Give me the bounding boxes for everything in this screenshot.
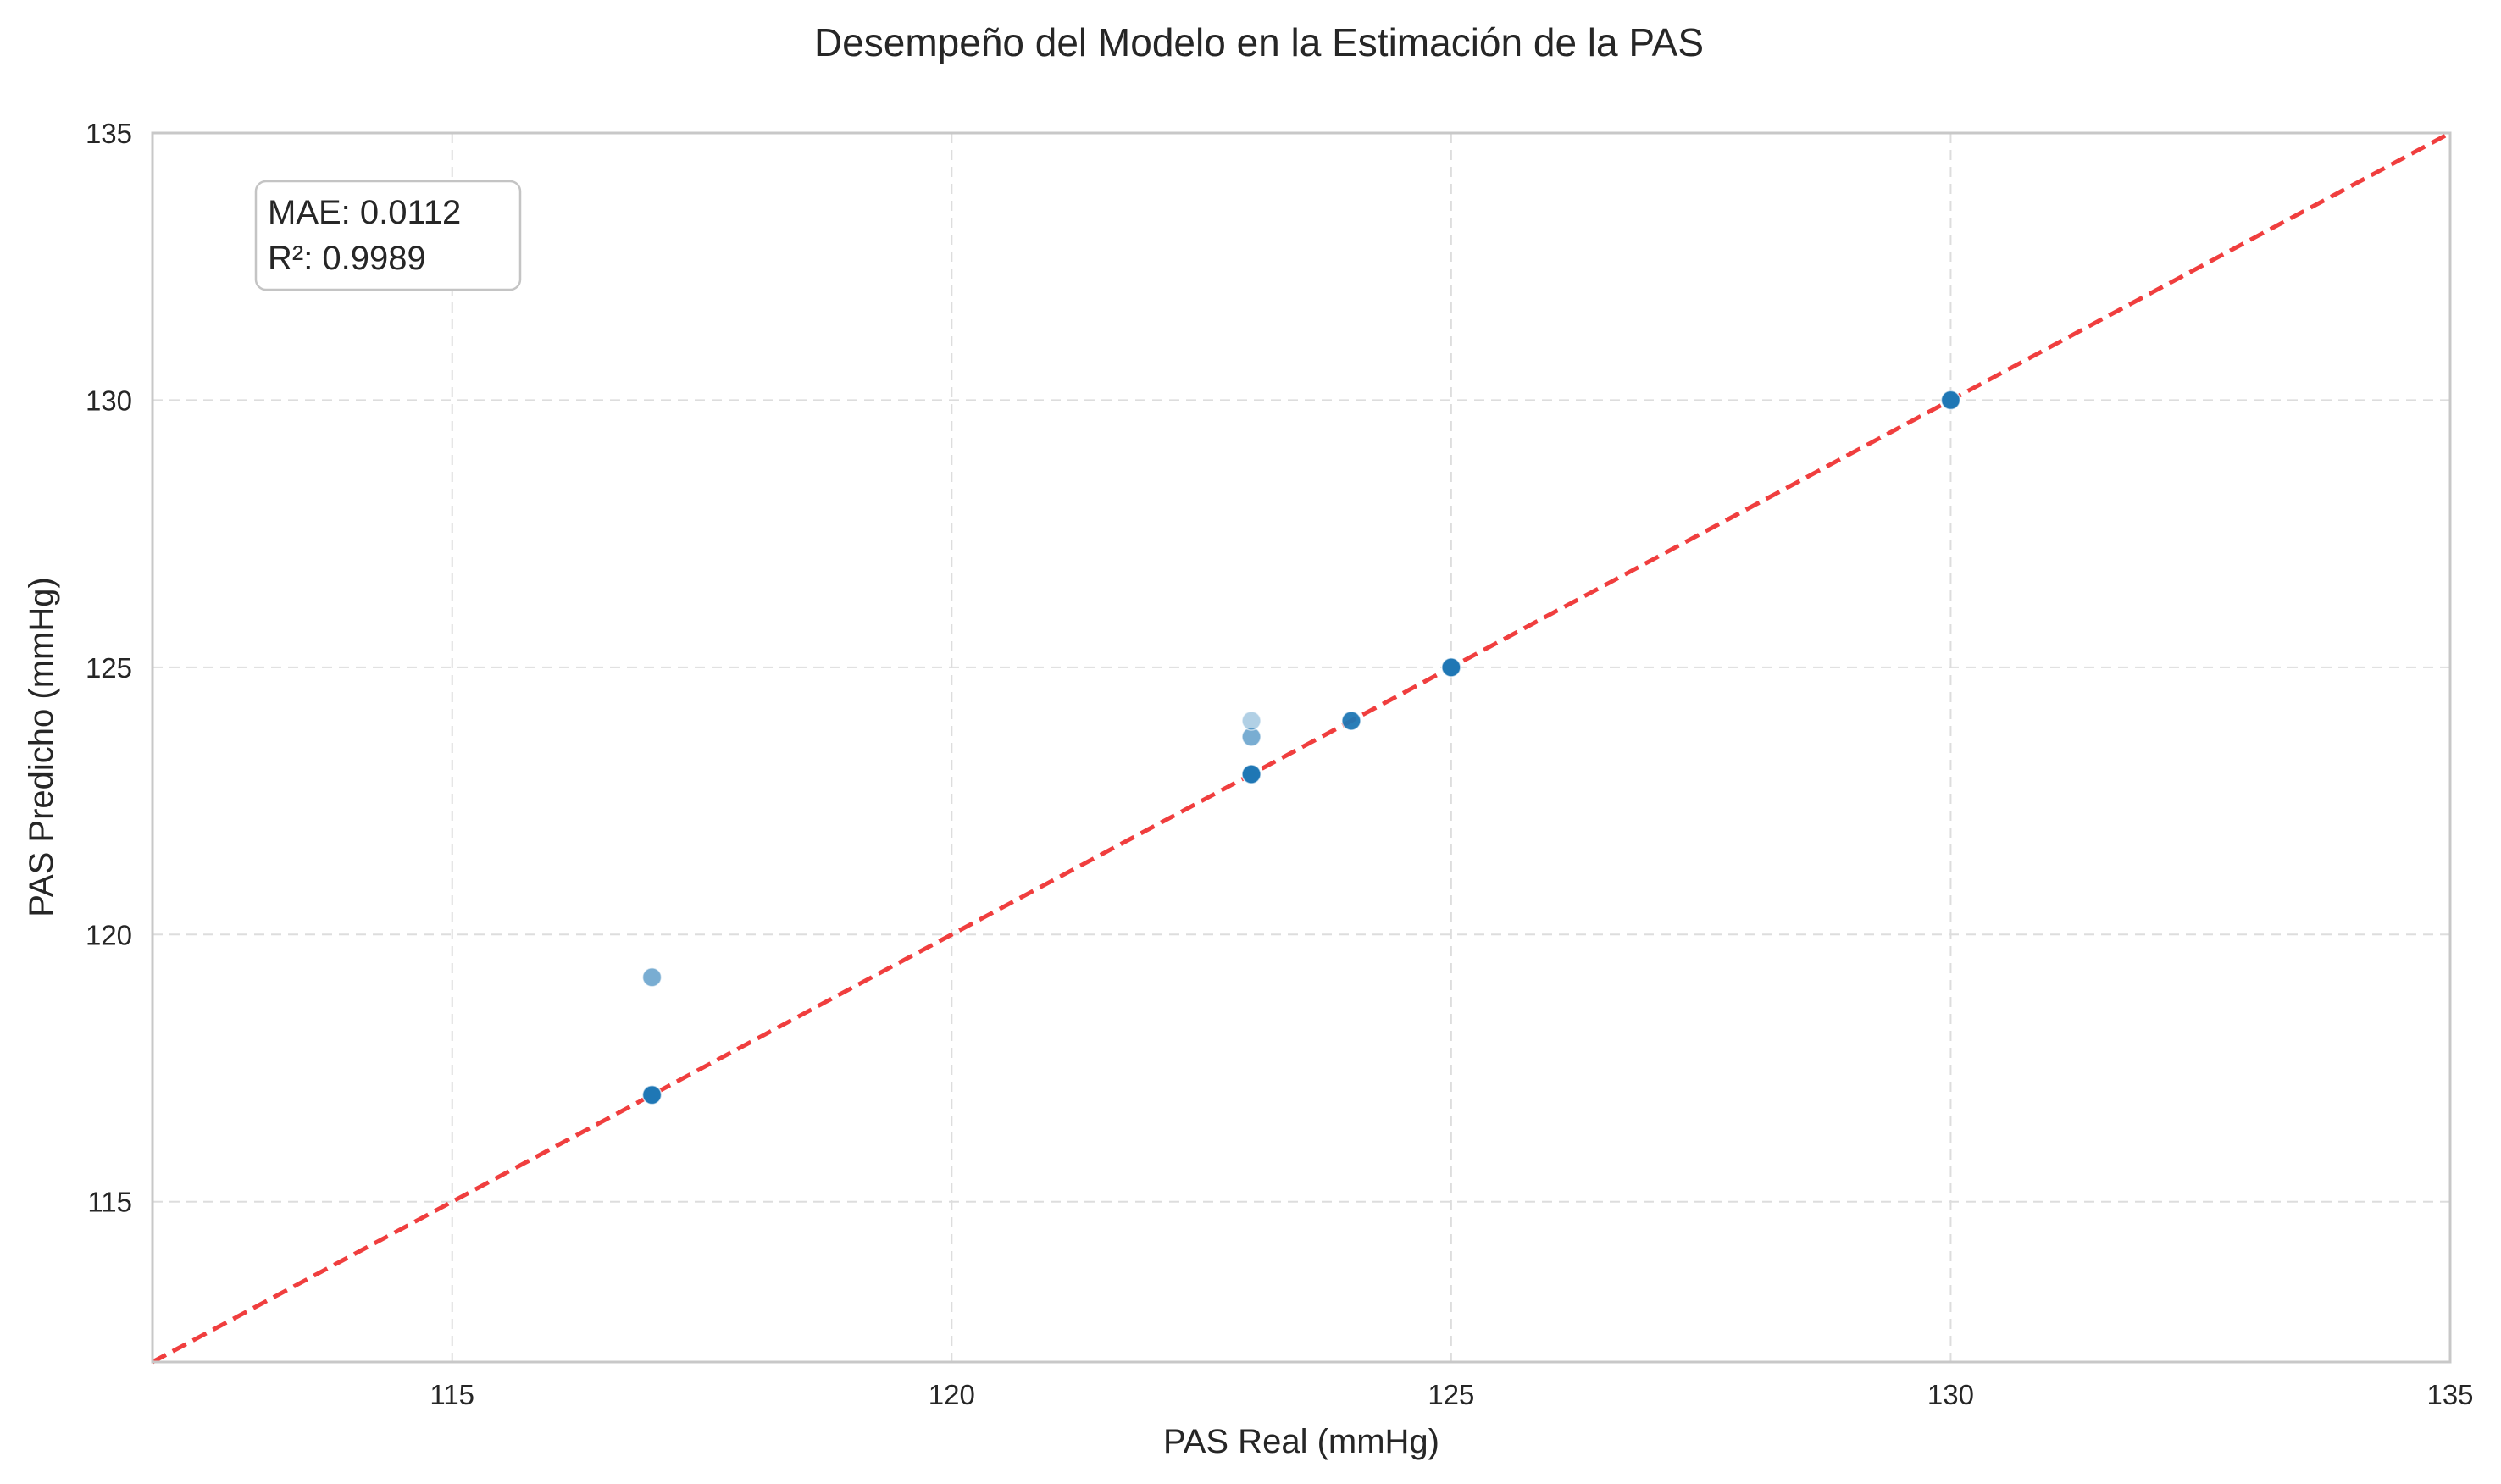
y-tick-label: 120: [86, 919, 132, 950]
data-point: [1341, 711, 1361, 731]
stats-box-frame: [254, 180, 522, 291]
x-tick-label: 120: [929, 1379, 975, 1410]
y-tick-label: 115: [87, 1187, 132, 1218]
x-tick-label: 115: [430, 1379, 474, 1410]
data-point: [1241, 764, 1262, 784]
stats-mae: MAE: 0.0112: [268, 194, 461, 231]
data-points: [641, 390, 1961, 1105]
reference-line-layer: [151, 130, 2452, 1365]
data-point: [1940, 390, 1961, 411]
reference-line: [151, 130, 2452, 1365]
stats-box: MAE: 0.0112 R²: 0.9989: [254, 180, 522, 291]
stats-r2: R²: 0.9989: [268, 240, 426, 277]
data-point: [1241, 711, 1262, 731]
data-point: [1441, 657, 1461, 678]
y-axis-label: PAS Predicho (mmHg): [23, 577, 60, 917]
x-tick-label: 135: [2426, 1379, 2473, 1410]
y-axis-ticks: 115 120 125 130 135: [86, 118, 132, 1218]
x-tick-label: 130: [1927, 1379, 1974, 1410]
y-tick-label: 130: [86, 385, 132, 416]
data-point: [641, 1084, 663, 1105]
y-tick-label: 135: [86, 118, 132, 149]
plot-frame: [151, 131, 2452, 1364]
data-point: [1241, 727, 1262, 747]
y-tick-label: 125: [86, 652, 132, 684]
x-axis-ticks: 115 120 125 130 135: [430, 1379, 2473, 1410]
chart-title: Desempeño del Modelo en la Estimación de…: [814, 20, 1704, 64]
x-axis-label: PAS Real (mmHg): [1163, 1423, 1439, 1460]
data-point: [641, 967, 663, 988]
x-tick-label: 125: [1428, 1379, 1474, 1410]
